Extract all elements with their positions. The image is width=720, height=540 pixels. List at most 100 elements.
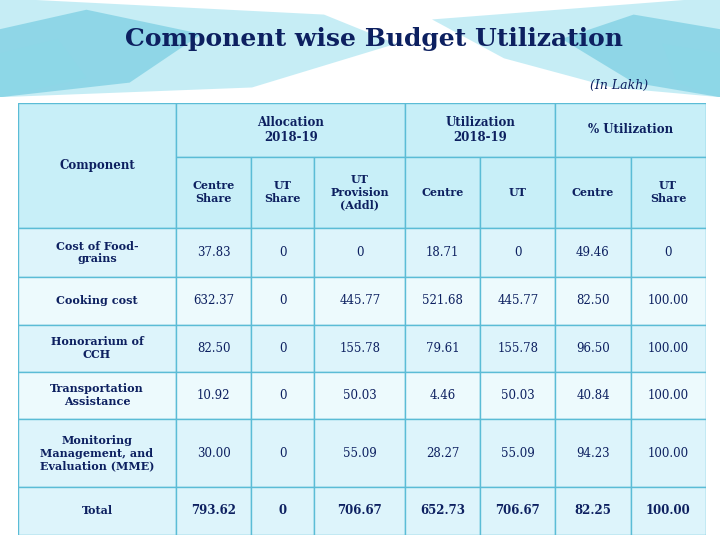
Bar (405, 419, 480, 488)
Bar (555, 277, 631, 325)
Text: Transportation
Assistance: Transportation Assistance (50, 383, 144, 407)
Bar (480, 228, 555, 277)
Bar (176, 372, 251, 419)
Text: 49.46: 49.46 (576, 246, 610, 259)
Text: 82.50: 82.50 (576, 294, 610, 307)
Bar (18, 419, 176, 488)
Text: 706.67: 706.67 (338, 504, 382, 517)
Bar (176, 103, 405, 157)
Text: 94.23: 94.23 (576, 447, 610, 460)
Text: UT
Share: UT Share (264, 180, 301, 204)
Bar (18, 277, 176, 325)
Text: 10.92: 10.92 (197, 389, 230, 402)
Text: 50.03: 50.03 (501, 389, 535, 402)
Text: Cooking cost: Cooking cost (56, 295, 138, 306)
Text: Centre
Share: Centre Share (192, 180, 235, 204)
Text: 37.83: 37.83 (197, 246, 230, 259)
Bar (631, 419, 706, 488)
Text: 445.77: 445.77 (339, 294, 380, 307)
Text: 100.00: 100.00 (646, 504, 690, 517)
Bar (315, 277, 405, 325)
Bar (251, 419, 315, 488)
Bar (176, 325, 251, 372)
Bar (18, 228, 176, 277)
Text: 100.00: 100.00 (647, 389, 688, 402)
Bar (555, 325, 631, 372)
Bar (480, 419, 555, 488)
Bar (315, 325, 405, 372)
Bar (631, 277, 706, 325)
Bar (631, 325, 706, 372)
Bar (555, 157, 631, 228)
Bar (555, 419, 631, 488)
Bar (18, 103, 176, 228)
Text: 706.67: 706.67 (495, 504, 540, 517)
Bar (251, 157, 315, 228)
Text: 4.46: 4.46 (430, 389, 456, 402)
Text: % Utilization: % Utilization (588, 123, 673, 136)
Polygon shape (0, 10, 202, 97)
Polygon shape (562, 15, 720, 97)
Bar (18, 325, 176, 372)
Bar (18, 372, 176, 419)
Bar (315, 488, 405, 535)
Text: Honorarium of
CCH: Honorarium of CCH (50, 336, 143, 360)
Bar (405, 103, 555, 157)
Text: 0: 0 (279, 294, 287, 307)
Text: 0: 0 (279, 246, 287, 259)
Bar (251, 372, 315, 419)
Bar (315, 228, 405, 277)
Text: 82.25: 82.25 (575, 504, 611, 517)
Bar (315, 157, 405, 228)
Text: (In Lakh): (In Lakh) (590, 79, 648, 92)
Bar (405, 488, 480, 535)
Text: 0: 0 (279, 447, 287, 460)
Bar (480, 277, 555, 325)
Text: 28.27: 28.27 (426, 447, 459, 460)
Text: 521.68: 521.68 (423, 294, 463, 307)
Text: 445.77: 445.77 (498, 294, 539, 307)
Text: 96.50: 96.50 (576, 342, 610, 355)
Text: 100.00: 100.00 (647, 342, 688, 355)
Polygon shape (0, 39, 86, 97)
Text: 79.61: 79.61 (426, 342, 459, 355)
Bar (176, 419, 251, 488)
Bar (555, 103, 706, 157)
Bar (251, 277, 315, 325)
Text: UT: UT (509, 187, 527, 198)
Bar (405, 157, 480, 228)
Text: UT
Share: UT Share (650, 180, 686, 204)
Bar (631, 228, 706, 277)
Text: 155.78: 155.78 (498, 342, 539, 355)
Bar (555, 372, 631, 419)
Bar (405, 277, 480, 325)
Bar (176, 157, 251, 228)
Text: 40.84: 40.84 (576, 389, 610, 402)
Bar (555, 228, 631, 277)
Text: UT
Provision
(Addl): UT Provision (Addl) (330, 174, 389, 211)
Bar (18, 488, 176, 535)
Text: 652.73: 652.73 (420, 504, 465, 517)
Text: 0: 0 (279, 504, 287, 517)
Bar (480, 488, 555, 535)
Bar (631, 488, 706, 535)
Text: 30.00: 30.00 (197, 447, 230, 460)
Text: 100.00: 100.00 (647, 447, 688, 460)
Bar (480, 325, 555, 372)
Bar (251, 228, 315, 277)
Text: 55.09: 55.09 (343, 447, 377, 460)
Bar (631, 157, 706, 228)
Text: 0: 0 (279, 389, 287, 402)
Bar (251, 325, 315, 372)
Text: 0: 0 (356, 246, 364, 259)
Text: Monitoring
Management, and
Evaluation (MME): Monitoring Management, and Evaluation (M… (40, 435, 154, 471)
Text: 0: 0 (279, 342, 287, 355)
Bar (315, 419, 405, 488)
Polygon shape (0, 0, 396, 97)
Text: 632.37: 632.37 (193, 294, 234, 307)
Text: Cost of Food-
grains: Cost of Food- grains (55, 241, 138, 265)
Text: Utilization
2018-19: Utilization 2018-19 (446, 116, 516, 144)
Bar (405, 228, 480, 277)
Bar (480, 157, 555, 228)
Text: 82.50: 82.50 (197, 342, 230, 355)
